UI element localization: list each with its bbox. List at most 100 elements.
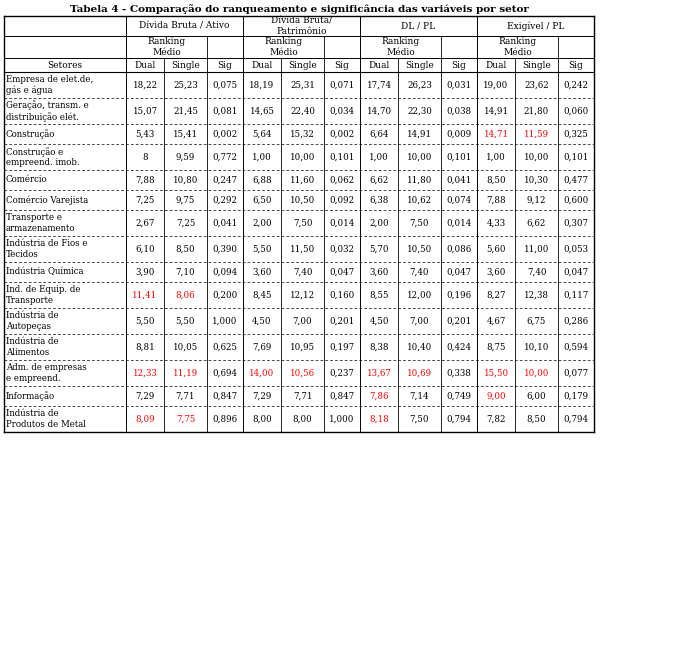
- Text: 15,07: 15,07: [132, 107, 158, 116]
- Text: 4,33: 4,33: [487, 218, 506, 227]
- Text: 7,82: 7,82: [486, 415, 506, 424]
- Text: Dual: Dual: [485, 60, 506, 70]
- Text: 4,67: 4,67: [486, 317, 506, 326]
- Text: 7,50: 7,50: [410, 415, 429, 424]
- Text: 0,034: 0,034: [329, 107, 354, 116]
- Text: 10,00: 10,00: [524, 369, 549, 378]
- Text: 0,325: 0,325: [564, 129, 588, 138]
- Text: 0,237: 0,237: [330, 369, 354, 378]
- Text: 7,86: 7,86: [369, 391, 389, 400]
- Text: 14,65: 14,65: [249, 107, 274, 116]
- Text: 0,086: 0,086: [446, 244, 472, 254]
- Text: 19,00: 19,00: [483, 81, 508, 90]
- Text: 1,00: 1,00: [252, 153, 272, 161]
- Text: 8,09: 8,09: [135, 415, 155, 424]
- Text: 0,002: 0,002: [329, 129, 355, 138]
- Text: Dual: Dual: [135, 60, 155, 70]
- Text: Dívida Bruta / Ativo: Dívida Bruta / Ativo: [139, 21, 230, 31]
- Text: 9,00: 9,00: [486, 391, 506, 400]
- Text: 5,50: 5,50: [176, 317, 195, 326]
- Text: Ranking
Médio: Ranking Médio: [381, 37, 420, 57]
- Text: Indústria de Fios e
Tecidos: Indústria de Fios e Tecidos: [6, 239, 87, 259]
- Text: 25,23: 25,23: [173, 81, 198, 90]
- Text: 7,00: 7,00: [410, 317, 429, 326]
- Text: 8,45: 8,45: [252, 291, 272, 300]
- Text: 0,794: 0,794: [564, 415, 589, 424]
- Text: 8,55: 8,55: [369, 291, 389, 300]
- Text: 0,038: 0,038: [446, 107, 472, 116]
- Text: 0,071: 0,071: [329, 81, 355, 90]
- Text: DL / PL: DL / PL: [402, 21, 435, 31]
- Text: 12,00: 12,00: [407, 291, 432, 300]
- Text: 8,50: 8,50: [486, 176, 506, 185]
- Text: 0,197: 0,197: [329, 343, 355, 352]
- Text: Construção: Construção: [6, 129, 55, 139]
- Text: 10,10: 10,10: [524, 343, 549, 352]
- Text: 0,031: 0,031: [446, 81, 472, 90]
- Text: Exigível / PL: Exigível / PL: [507, 21, 564, 31]
- Text: 14,71: 14,71: [483, 129, 508, 138]
- Text: 0,075: 0,075: [212, 81, 237, 90]
- Text: 0,694: 0,694: [212, 369, 237, 378]
- Text: 21,80: 21,80: [524, 107, 549, 116]
- Text: Single: Single: [522, 60, 551, 70]
- Text: Adm. de empresas
e empreend.: Adm. de empresas e empreend.: [6, 363, 87, 383]
- Text: 0,594: 0,594: [564, 343, 589, 352]
- Text: 3,60: 3,60: [486, 268, 506, 276]
- Text: 10,95: 10,95: [290, 343, 315, 352]
- Text: 0,117: 0,117: [563, 291, 589, 300]
- Text: 6,38: 6,38: [369, 196, 389, 205]
- Text: Setores: Setores: [47, 60, 82, 70]
- Text: Single: Single: [171, 60, 200, 70]
- Text: 17,74: 17,74: [366, 81, 391, 90]
- Text: Sig: Sig: [218, 60, 233, 70]
- Text: 10,50: 10,50: [290, 196, 315, 205]
- Text: 1,000: 1,000: [329, 415, 355, 424]
- Text: 0,200: 0,200: [212, 291, 238, 300]
- Text: 7,71: 7,71: [293, 391, 312, 400]
- Text: 11,00: 11,00: [524, 244, 549, 254]
- Text: 0,009: 0,009: [446, 129, 472, 138]
- Text: 22,30: 22,30: [407, 107, 432, 116]
- Text: Single: Single: [405, 60, 434, 70]
- Text: 0,101: 0,101: [446, 153, 472, 161]
- Text: 0,286: 0,286: [563, 317, 589, 326]
- Text: 0,201: 0,201: [329, 317, 355, 326]
- Text: 14,91: 14,91: [407, 129, 432, 138]
- Text: 0,292: 0,292: [212, 196, 237, 205]
- Text: 0,002: 0,002: [212, 129, 238, 138]
- Text: 22,40: 22,40: [290, 107, 315, 116]
- Text: Ind. de Equip. de
Transporte: Ind. de Equip. de Transporte: [6, 285, 80, 305]
- Text: 7,29: 7,29: [135, 391, 155, 400]
- Text: 0,062: 0,062: [329, 176, 355, 185]
- Text: 0,625: 0,625: [212, 343, 237, 352]
- Text: Dívida Bruta/
Patrimônio: Dívida Bruta/ Patrimônio: [271, 16, 332, 36]
- Text: 0,847: 0,847: [212, 391, 237, 400]
- Text: Ranking
Médio: Ranking Médio: [498, 37, 537, 57]
- Text: 6,00: 6,00: [527, 391, 546, 400]
- Text: 7,50: 7,50: [293, 218, 312, 227]
- Text: Construção e
empreend. imob.: Construção e empreend. imob.: [6, 147, 80, 167]
- Text: 21,45: 21,45: [173, 107, 198, 116]
- Text: Indústria de
Produtos de Metal: Indústria de Produtos de Metal: [6, 409, 86, 429]
- Text: 15,41: 15,41: [173, 129, 198, 138]
- Text: 26,23: 26,23: [407, 81, 432, 90]
- Text: 10,56: 10,56: [290, 369, 315, 378]
- Text: 0,092: 0,092: [329, 196, 355, 205]
- Text: 8,00: 8,00: [293, 415, 312, 424]
- Text: Indústria Química: Indústria Química: [6, 268, 84, 276]
- Text: 8: 8: [142, 153, 148, 161]
- Text: 0,338: 0,338: [447, 369, 471, 378]
- Text: 4,50: 4,50: [252, 317, 272, 326]
- Text: 1,00: 1,00: [369, 153, 389, 161]
- Text: 10,05: 10,05: [173, 343, 198, 352]
- Text: 9,59: 9,59: [176, 153, 195, 161]
- Text: 25,31: 25,31: [290, 81, 315, 90]
- Text: 0,600: 0,600: [563, 196, 589, 205]
- Text: 10,00: 10,00: [290, 153, 315, 161]
- Text: 0,094: 0,094: [212, 268, 237, 276]
- Text: 0,242: 0,242: [564, 81, 589, 90]
- Text: 11,41: 11,41: [132, 291, 158, 300]
- Text: 10,62: 10,62: [407, 196, 432, 205]
- Text: 8,50: 8,50: [527, 415, 546, 424]
